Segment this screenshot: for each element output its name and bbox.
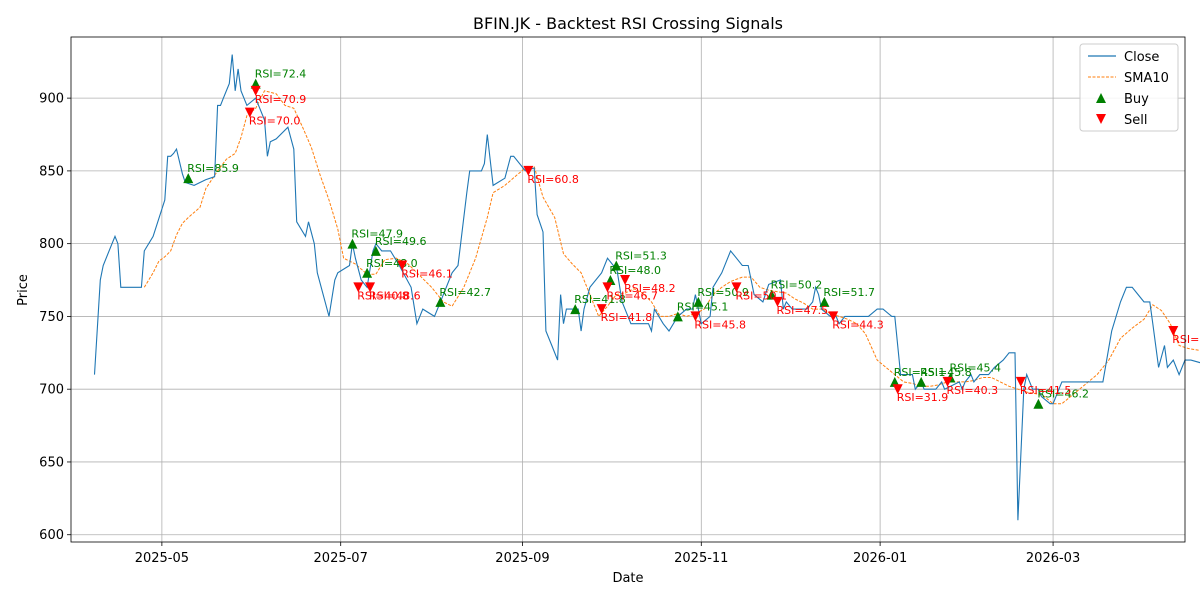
buy-signal-label: RSI=85.9 bbox=[187, 162, 239, 175]
legend-box bbox=[1079, 43, 1179, 132]
x-tick-label: 2026-01 bbox=[853, 551, 907, 566]
legend-sell-marker bbox=[1096, 114, 1106, 124]
x-tick-label: 2025-07 bbox=[314, 551, 368, 566]
sell-signal-marker bbox=[250, 85, 261, 96]
buy-signal-marker bbox=[819, 296, 830, 307]
legend-sell-label: Sell bbox=[1124, 113, 1147, 128]
sell-signal-label: RSI=60.8 bbox=[527, 173, 579, 186]
x-axis-label: Date bbox=[612, 571, 643, 586]
sell-signal-label: RSI=47.5 bbox=[777, 304, 829, 317]
buy-signal-label: RSI=42.7 bbox=[439, 286, 491, 299]
buy-signal-marker bbox=[916, 376, 927, 387]
legend-close-label: Close bbox=[1124, 50, 1159, 65]
buy-signal-marker bbox=[672, 311, 683, 322]
chart-title: BFIN.JK - Backtest RSI Crossing Signals bbox=[473, 14, 783, 33]
legend-buy-label: Buy bbox=[1124, 92, 1149, 107]
x-tick-label: 2026-03 bbox=[1026, 551, 1080, 566]
legend: Close SMA10 Buy Sell bbox=[1079, 43, 1179, 132]
buy-signal-label: RSI=72.4 bbox=[255, 68, 307, 81]
buy-signal-marker bbox=[362, 267, 373, 278]
sell-signal-marker bbox=[731, 282, 742, 293]
plot-frame bbox=[70, 36, 1186, 543]
y-tick-label: 700 bbox=[39, 383, 64, 398]
buy-signal-marker bbox=[370, 245, 381, 256]
buy-signal-label: RSI=49.6 bbox=[375, 235, 427, 248]
buy-signal-marker bbox=[611, 260, 622, 271]
buy-signal-label: RSI=51.3 bbox=[615, 249, 667, 262]
buy-signal-label: RSI=41.8 bbox=[574, 293, 626, 306]
sell-signal-label: RSI=44.3 bbox=[832, 318, 884, 331]
signals-layer: RSI=85.9 RSI=72.4 RSI=47.9 RSI=48.0 RSI=49.6… bbox=[183, 68, 1200, 409]
sell-signal-marker bbox=[397, 260, 408, 271]
y-tick-label: 650 bbox=[39, 455, 64, 470]
sell-signal-marker bbox=[828, 311, 839, 322]
sell-signal-label: RSI=31.9 bbox=[897, 391, 949, 404]
sell-signal-marker bbox=[892, 384, 903, 395]
sell-signal-label: RSI=46.1 bbox=[401, 267, 453, 280]
sell-signal-label: RSI=48.6 bbox=[369, 289, 421, 302]
y-tick-label: 800 bbox=[39, 237, 64, 252]
buy-signal-label: RSI=45.8 bbox=[920, 366, 972, 379]
sell-signal-label: RSI=48.2 bbox=[624, 282, 676, 295]
buy-signal-label: RSI=45.4 bbox=[949, 362, 1001, 375]
sell-signal-marker bbox=[690, 311, 701, 322]
buy-signal-label: RSI=48.0 bbox=[366, 257, 418, 270]
x-axis-ticks: 2025-05 2025-07 2025-09 2025-11 2026-01 2026-… bbox=[135, 542, 1080, 566]
y-axis-label: Price bbox=[16, 274, 31, 306]
buy-signal-label: RSI=51.7 bbox=[823, 286, 875, 299]
sell-signal-label: RSI=54.7 bbox=[1172, 333, 1200, 346]
x-tick-label: 2025-09 bbox=[495, 551, 549, 566]
buy-signal-label: RSI=50.2 bbox=[771, 279, 823, 292]
buy-signal-marker bbox=[347, 238, 358, 249]
sell-signal-label: RSI=46.7 bbox=[606, 289, 658, 302]
y-axis-ticks: 600 650 700 750 800 850 900 bbox=[39, 92, 71, 543]
legend-buy-marker bbox=[1096, 93, 1106, 103]
x-tick-label: 2025-11 bbox=[674, 551, 728, 566]
legend-sma-label: SMA10 bbox=[1124, 71, 1169, 86]
buy-signal-marker bbox=[693, 296, 704, 307]
sell-signal-marker bbox=[602, 282, 613, 293]
sell-signal-marker bbox=[523, 165, 534, 176]
buy-signal-marker bbox=[183, 173, 194, 184]
sell-signal-label: RSI=41.5 bbox=[1020, 384, 1072, 397]
sell-signal-marker bbox=[1015, 376, 1026, 387]
y-tick-label: 900 bbox=[39, 92, 64, 107]
sell-signal-label: RSI=70.9 bbox=[255, 93, 307, 106]
sell-signal-marker bbox=[353, 282, 364, 293]
buy-signal-label: RSI=47.9 bbox=[351, 228, 403, 241]
close-price-line bbox=[93, 54, 1200, 521]
y-tick-label: 750 bbox=[39, 310, 64, 325]
x-tick-label: 2025-05 bbox=[135, 551, 189, 566]
sell-signal-marker bbox=[244, 107, 255, 118]
buy-signal-label: RSI=45.1 bbox=[677, 300, 729, 313]
buy-signal-marker bbox=[1033, 398, 1044, 409]
sell-signal-marker bbox=[1168, 325, 1179, 336]
sell-signal-label: RSI=40.8 bbox=[357, 289, 409, 302]
y-tick-label: 600 bbox=[39, 528, 64, 543]
sell-signal-marker bbox=[596, 304, 607, 315]
buy-signal-label: RSI=45.1 bbox=[894, 366, 946, 379]
sell-signal-label: RSI=45.8 bbox=[694, 318, 746, 331]
buy-signal-label: RSI=48.0 bbox=[609, 264, 661, 277]
buy-signal-marker bbox=[435, 296, 446, 307]
sell-signal-label: RSI=40.3 bbox=[947, 384, 999, 397]
sell-signal-marker bbox=[772, 296, 783, 307]
y-tick-label: 850 bbox=[39, 164, 64, 179]
sell-signal-marker bbox=[365, 282, 376, 293]
sell-signal-label: RSI=70.0 bbox=[249, 115, 301, 128]
sell-signal-marker bbox=[942, 376, 953, 387]
buy-signal-marker bbox=[570, 304, 581, 315]
sell-signal-marker bbox=[620, 275, 631, 286]
buy-signal-label: RSI=46.2 bbox=[1037, 388, 1089, 401]
sell-signal-label: RSI=41.8 bbox=[601, 311, 653, 324]
